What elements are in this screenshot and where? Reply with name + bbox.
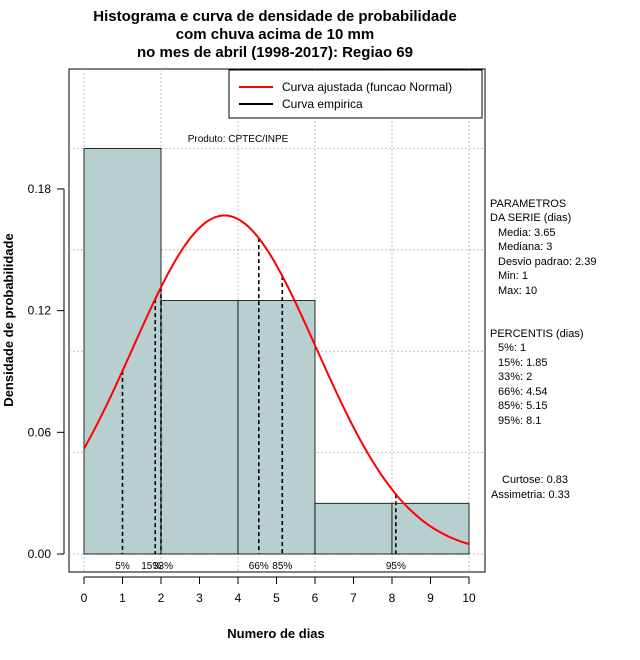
stat-assimetria: Assimetria: 0.33 (491, 489, 570, 501)
percentil-5: 5%: 1 (498, 342, 526, 354)
plot-frame (68, 68, 486, 573)
x-tick-label-7: 7 (350, 591, 357, 605)
stat-curtose: Curtose: 0.83 (502, 474, 568, 486)
param-mediana: Mediana: 3 (498, 241, 552, 253)
percentil-15: 15%: 1.85 (498, 357, 548, 369)
legend-box (228, 69, 483, 119)
histogram-bar-4 (391, 502, 470, 555)
y-tick-label-3: 0.18 (28, 182, 52, 196)
percentil-85: 85%: 5.15 (498, 400, 548, 412)
x-axis: 0 1 2 3 4 5 6 7 8 9 10 (81, 576, 476, 605)
histogram-bar-2 (237, 300, 316, 555)
chart-title-line-1: Histograma e curva de densidade de proba… (93, 8, 456, 25)
params-header-1: PARAMETROS (490, 198, 566, 210)
product-annotation: Produto: CPTEC/INPE (188, 134, 289, 145)
x-tick-label-4: 4 (235, 591, 242, 605)
y-tick-label-2: 0.12 (28, 304, 52, 318)
legend-label-empirical: Curva empirica (282, 97, 363, 111)
x-axis-title: Numero de dias (227, 626, 325, 641)
percentil-33: 33%: 2 (498, 371, 532, 383)
x-tick-label-6: 6 (312, 591, 319, 605)
y-tick-label-0: 0.00 (28, 547, 52, 561)
percentile-label-1: 15% (141, 561, 161, 572)
percentil-66: 66%: 4.54 (498, 386, 548, 398)
x-tick-label-8: 8 (389, 591, 396, 605)
x-tick-label-10: 10 (462, 591, 476, 605)
param-max: Max: 10 (498, 285, 537, 297)
percentis-header: PERCENTIS (dias) (490, 328, 584, 340)
params-header-2: DA SERIE (dias) (490, 212, 571, 224)
percentile-label-2: 33% (153, 561, 173, 572)
percentile-label-3: 66% (249, 561, 269, 572)
y-axis-title: Densidade de probabilidade (1, 233, 16, 406)
stats-panel: PARAMETROS DA SERIE (dias) Media: 3.65 M… (490, 198, 596, 501)
x-tick-label-9: 9 (427, 591, 434, 605)
x-tick-label-1: 1 (119, 591, 126, 605)
percentile-lines (121, 238, 397, 554)
param-min: Min: 1 (498, 270, 528, 282)
param-desvio: Desvio padrao: 2.39 (498, 256, 596, 268)
histogram-bars (83, 147, 470, 555)
x-tick-label-5: 5 (273, 591, 280, 605)
chart-title-line-2: com chuva acima de 10 mm (176, 26, 374, 43)
chart-title-line-3: no mes de abril (1998-2017): Regiao 69 (137, 44, 413, 61)
y-axis: 0.00 0.06 0.12 0.18 (28, 182, 65, 561)
percentile-label-0: 5% (115, 561, 130, 572)
x-tick-label-2: 2 (158, 591, 165, 605)
normal-fit-curve (83, 214, 470, 546)
percentile-labels: 5% 15%33% 66% 85% 95% (115, 561, 406, 572)
percentile-label-5: 95% (386, 561, 406, 572)
histogram-bar-1 (160, 300, 239, 555)
y-tick-label-1: 0.06 (28, 425, 52, 439)
histogram-bar-3 (314, 502, 393, 555)
x-tick-label-3: 3 (196, 591, 203, 605)
percentile-label-4: 85% (272, 561, 292, 572)
legend: Curva ajustada (funcao Normal) Curva emp… (228, 69, 483, 119)
legend-label-normal: Curva ajustada (funcao Normal) (282, 80, 452, 94)
percentil-95: 95%: 8.1 (498, 415, 541, 427)
param-media: Media: 3.65 (498, 227, 555, 239)
x-tick-label-0: 0 (81, 591, 88, 605)
